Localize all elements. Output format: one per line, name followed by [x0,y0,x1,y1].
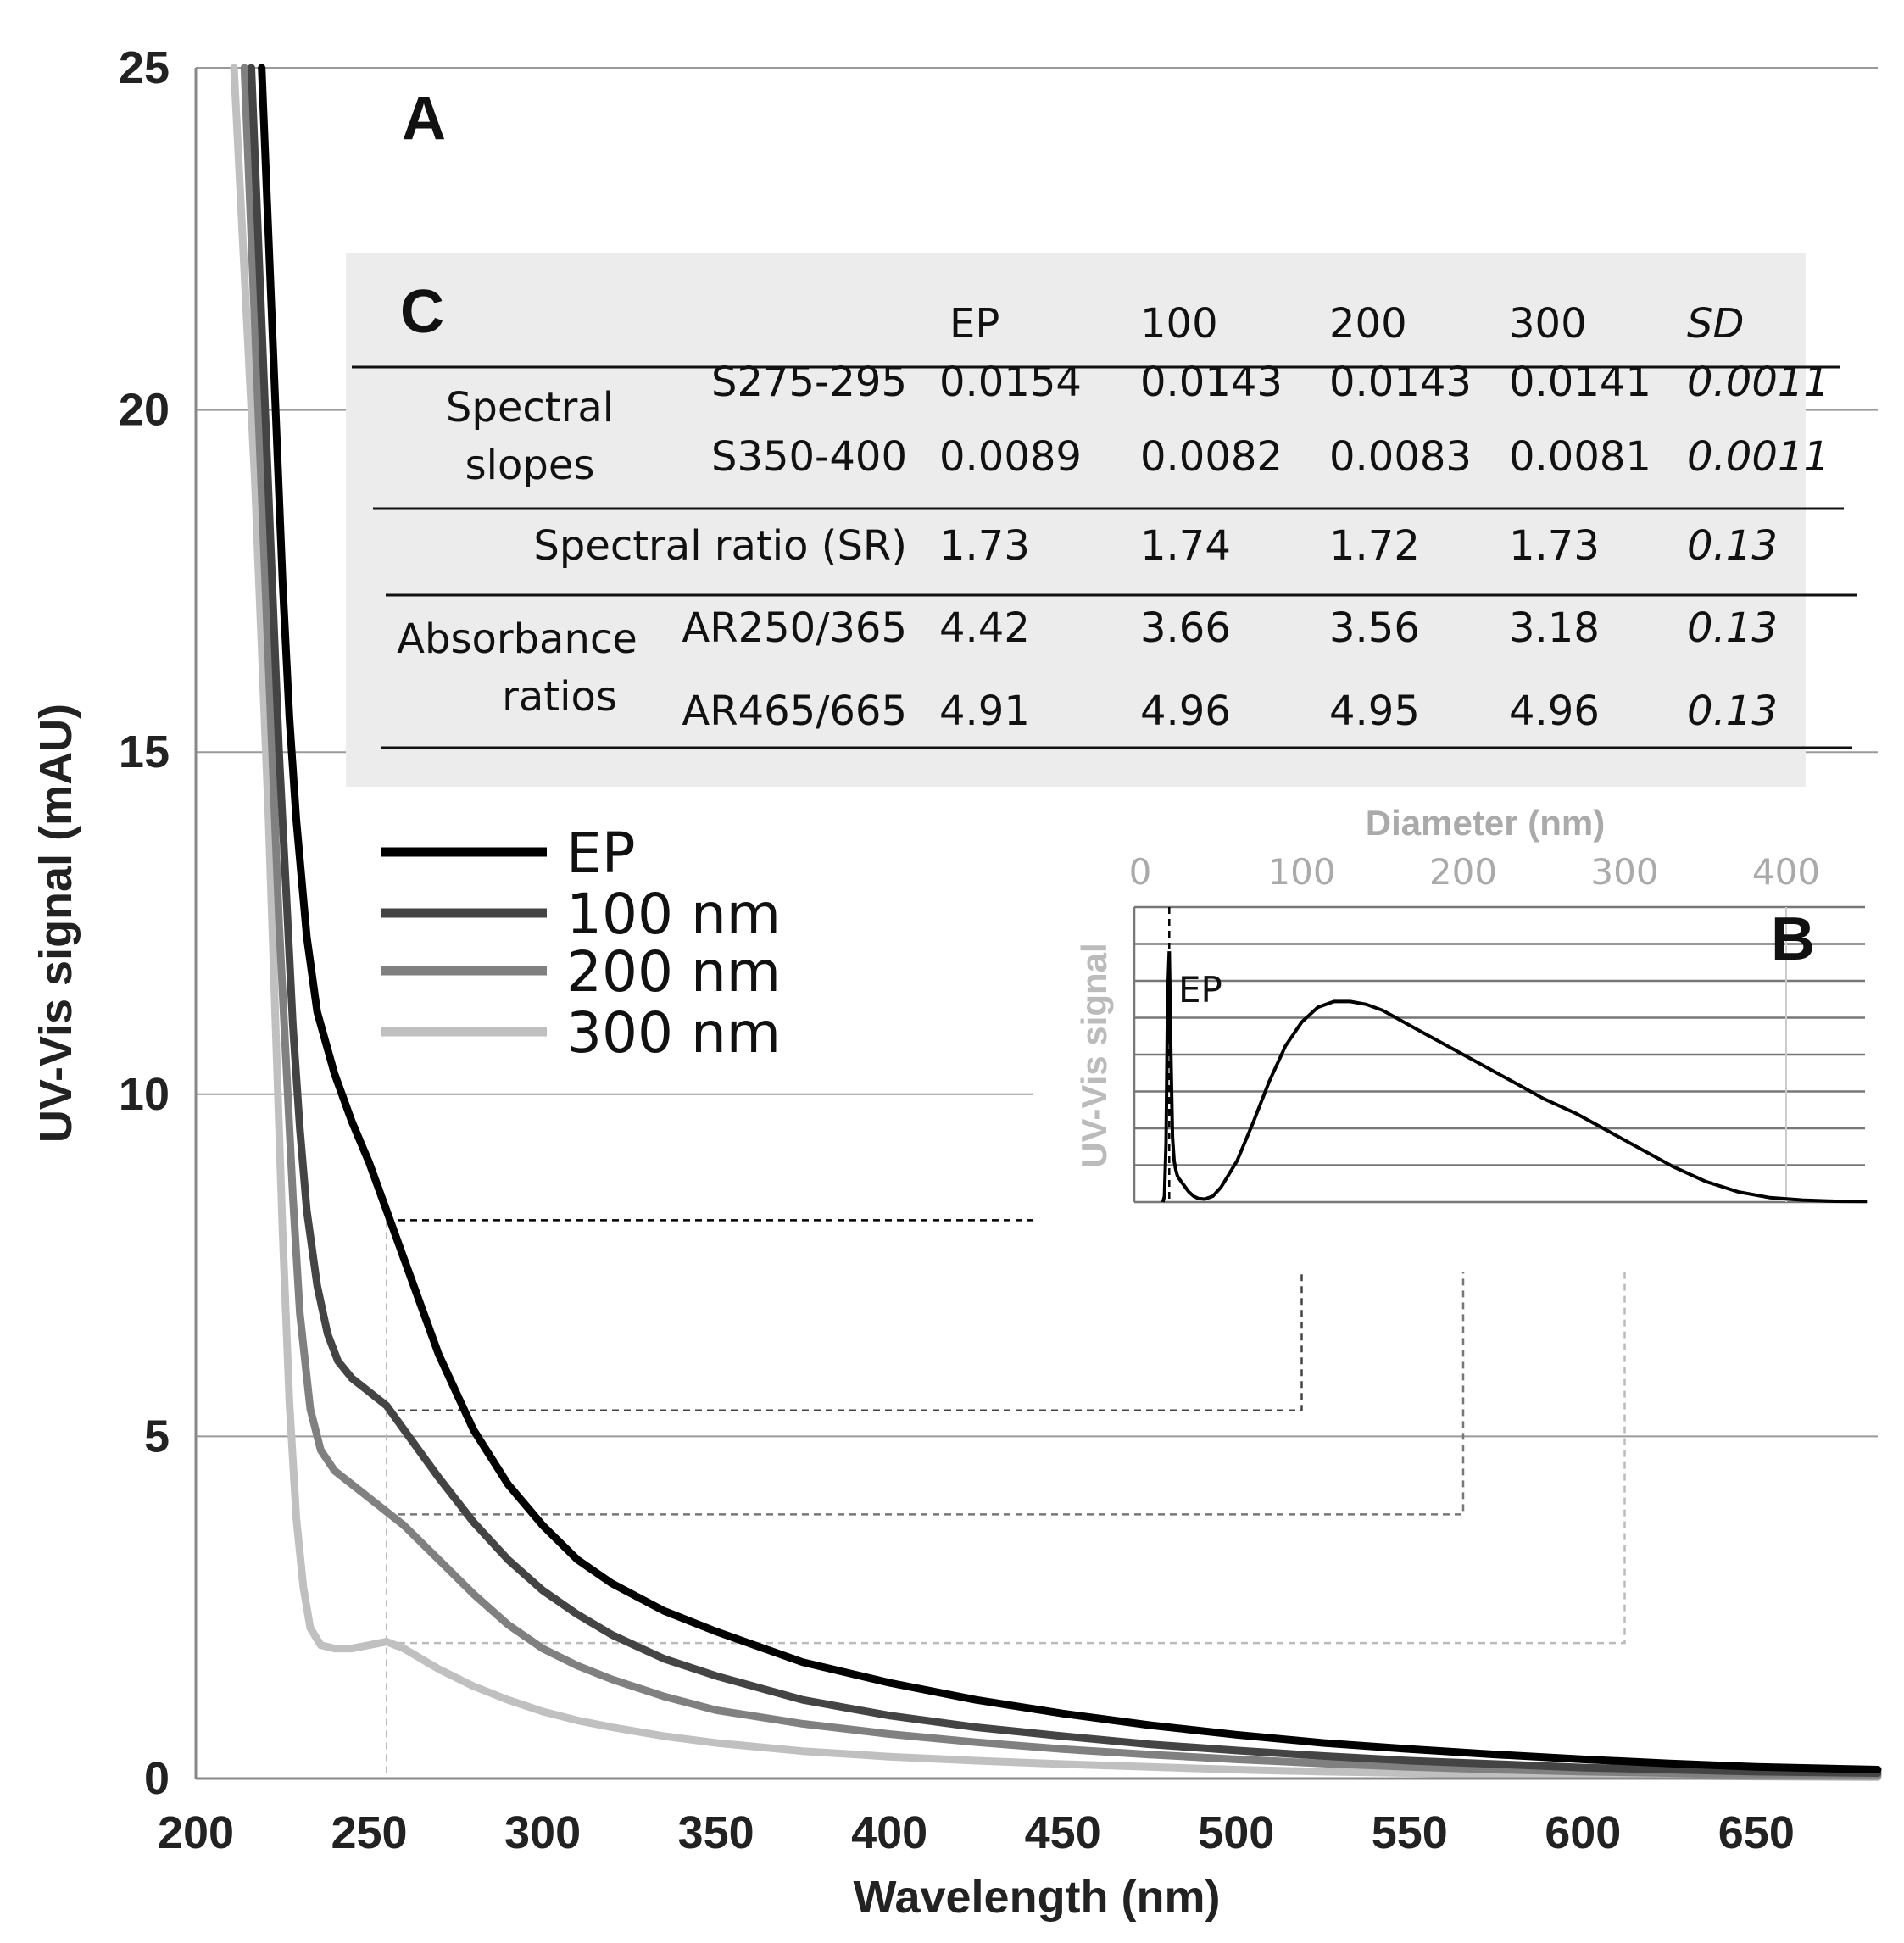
y-tick-label: 10 [119,1069,170,1120]
table-cell: 1.73 [1509,522,1600,570]
x-tick-label: 250 [331,1807,407,1858]
table-cell: 4.96 [1140,688,1231,735]
guide-line [386,1202,1626,1645]
table-cell: 4.96 [1509,688,1600,735]
table-cell: 0.13 [1687,522,1778,570]
x-tick-label: 300 [504,1807,581,1858]
table-cell: 0.13 [1687,604,1778,652]
table-header-cell: EP [949,300,999,348]
y-tick-label: 15 [119,727,170,777]
table-cell: 0.0011 [1687,359,1829,406]
table-body: Spectral slopes S275-295 0.0154 0.0143 0.0143… [397,359,1829,735]
inset-x-tick-label: 200 [1429,851,1497,893]
table-c-background [346,253,1806,787]
series-line [248,64,1882,1777]
x-tick-label: 400 [851,1807,927,1858]
inset-x-tick-label: 100 [1267,851,1335,893]
inset-x-tick-label: 300 [1590,851,1658,893]
table-cell: 4.91 [939,688,1030,735]
table-cell: 1.73 [939,522,1030,570]
table-cell: 0.0011 [1687,433,1829,481]
x-tick-label: 500 [1198,1807,1274,1858]
table-row-label: Spectral ratio (SR) [533,522,907,570]
table-cell: 4.95 [1329,688,1420,735]
table-cell: 3.18 [1509,604,1600,652]
main-axes [194,68,1878,1780]
inset-x-axis-title: Diameter (nm) [1366,803,1605,843]
y-tick-label: 5 [144,1411,170,1461]
table-group-label: Absorbance [397,615,637,663]
x-tick-label: 550 [1372,1807,1448,1858]
legend-label: 200 nm [566,939,781,1005]
x-axis-title: Wavelength (nm) [853,1872,1220,1923]
x-tick-label: 600 [1545,1807,1621,1858]
table-cell: 0.13 [1687,688,1778,735]
table-cell: 0.0143 [1140,359,1283,406]
table-cell: 1.74 [1140,522,1231,570]
legend-label: 300 nm [566,1000,781,1066]
inset-x-tick-labels: 0 100 200 300 400 [1129,851,1820,893]
guide-line [386,1202,1465,1516]
table-cell: 0.0081 [1509,433,1651,481]
x-tick-label: 200 [158,1807,234,1858]
y-tick-label: 25 [119,42,170,93]
y-tick-labels: 0 5 10 15 20 25 [119,42,170,1804]
y-tick-label: 20 [119,385,170,436]
table-cell: 1.72 [1329,522,1420,570]
table-header-cell: 100 [1140,300,1218,348]
table-header-cell: SD [1687,300,1744,348]
series-line [240,64,1882,1779]
legend-label: 100 nm [566,882,781,947]
table-cell: 3.56 [1329,604,1420,652]
table-row-label: S275-295 [711,359,907,406]
x-tick-label: 450 [1025,1807,1101,1858]
table-cell: 0.0082 [1140,433,1283,481]
guide-line [386,1202,1303,1411]
inset-b: Diameter (nm) 0 100 200 300 400 UV-Vis signa… [1033,797,1880,1272]
panel-a-label: A [402,85,446,153]
x-tick-label: 350 [678,1807,754,1858]
guide-lines [385,1202,1626,1779]
table-rules [352,365,1857,749]
table-cell: 0.0089 [939,433,1082,481]
table-header-cell: 200 [1329,300,1407,348]
panel-b-label: B [1771,905,1815,973]
x-tick-labels: 200 250 300 350 400 450 500 550 600 650 [158,1807,1795,1858]
table-cell: 0.0141 [1509,359,1651,406]
series-line [258,64,1882,1773]
x-tick-label: 650 [1718,1807,1795,1858]
table-c: C EP 100 200 300 SD Spectral slopes S275-295 0.… [346,253,1857,787]
table-cell: 0.0143 [1329,359,1472,406]
table-row-label: AR465/665 [682,688,907,735]
table-group-label: ratios [502,673,617,721]
inset-x-tick-label: 400 [1752,851,1820,893]
panel-c-label: C [400,278,444,346]
table-cell: 4.42 [939,604,1030,652]
inset-ep-peak-label: EP [1178,969,1222,1010]
table-group-label: Spectral [446,384,614,431]
table-cell: 3.66 [1140,604,1231,652]
table-row-label: S350-400 [711,433,907,481]
y-tick-label: 0 [144,1753,170,1804]
table-group-label: slopes [465,442,595,489]
main-series [230,64,1882,1781]
series-line [230,64,1882,1781]
inset-grid [1133,905,1865,1204]
inset-diameter-curve [1161,951,1868,1204]
legend-label: EP [566,821,636,886]
table-header: EP 100 200 300 SD [949,300,1744,348]
inset-y-axis-title: UV-Vis signal [1074,943,1114,1167]
table-header-cell: 300 [1509,300,1587,348]
inset-x-tick-label: 0 [1129,851,1152,893]
table-row-label: AR250/365 [682,604,907,652]
table-cell: 0.0083 [1329,433,1472,481]
y-axis-title: UV-Vis signal (mAU) [31,704,81,1143]
table-cell: 0.0154 [939,359,1082,406]
